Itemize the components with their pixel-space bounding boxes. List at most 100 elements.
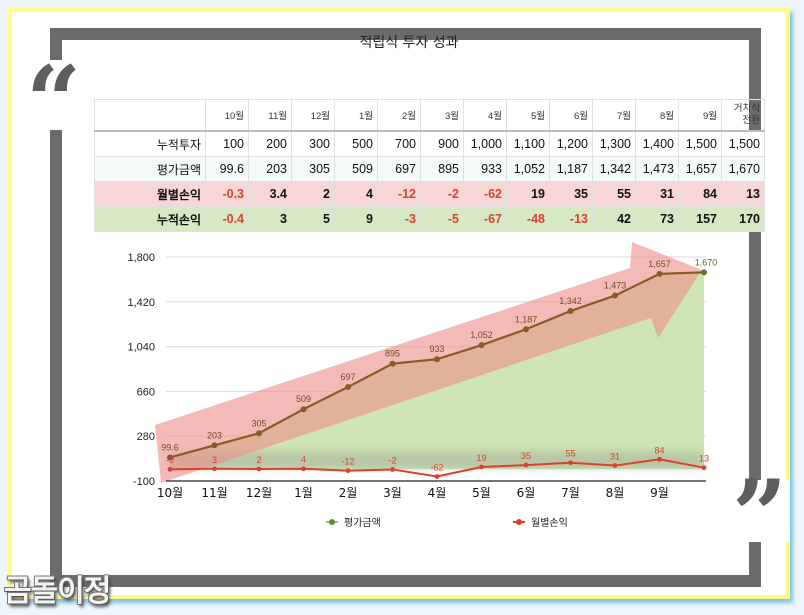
monthly-point <box>523 462 529 468</box>
eval-value-label: 1,052 <box>470 330 493 340</box>
table-cell: 1,052 <box>506 156 550 182</box>
eval-point <box>567 307 574 314</box>
col-header: 8월 <box>635 99 679 132</box>
table-cell: 1,000 <box>463 130 507 157</box>
x-tick-label: 6월 <box>517 486 536 500</box>
table-cell: 895 <box>420 156 464 182</box>
eval-point <box>478 342 485 349</box>
table-cell: 42 <box>592 206 636 232</box>
row-label: 월별손익 <box>94 181 206 207</box>
x-tick-label: 8월 <box>606 486 625 500</box>
eval-value-label: 1,657 <box>648 259 671 269</box>
table-cell: 900 <box>420 130 464 157</box>
monthly-point <box>301 466 306 472</box>
monthly-point <box>657 456 662 462</box>
monthly-value-label: -2 <box>388 455 396 465</box>
table-row-cumulative-investment: 누적투자 100 200 300 500 700 900 1,000 1,100… <box>94 130 765 157</box>
col-header: 12월 <box>291 99 335 132</box>
eval-point <box>211 442 218 449</box>
monthly-value-label: 35 <box>521 451 531 461</box>
table-cell: 73 <box>635 206 679 232</box>
table-cell: -48 <box>506 206 550 232</box>
monthly-point <box>345 468 351 474</box>
eval-point <box>345 384 351 391</box>
y-tick-label: 280 <box>137 431 155 443</box>
table-cell: -5 <box>420 206 464 232</box>
y-tick-label: 1,040 <box>127 342 155 354</box>
legend-monthly-marker-icon <box>513 518 525 525</box>
monthly-point <box>212 466 217 472</box>
x-tick-label: 2월 <box>339 486 358 500</box>
table-cell: 35 <box>549 181 593 207</box>
eval-point <box>256 430 262 437</box>
table-header-row: 10월 11월 12월 1월 2월 3월 4월 5월 6월 7월 8월 9월 거… <box>94 99 765 132</box>
eval-data-labels: 99.6 203 305 509 697 895 933 1,052 1,187 1,342 1,4… <box>161 257 717 452</box>
x-axis-labels: 10월 11월 12월 1월 2월 3월 4월 5월 6월 7월 8월 9월 <box>157 486 669 500</box>
x-tick-label: 1월 <box>294 486 313 500</box>
table-cell: 300 <box>291 130 335 157</box>
table-cell: -62 <box>463 181 507 207</box>
table-cell: -67 <box>463 206 507 232</box>
eval-value-label: 99.6 <box>161 442 179 452</box>
eval-value-label: 1,670 <box>695 257 718 267</box>
monthly-point <box>434 474 440 479</box>
eval-point <box>300 406 307 413</box>
y-tick-label: 660 <box>137 386 155 398</box>
legend-item-monthly: 월별손익 <box>513 514 568 529</box>
watermark: 곰돌이정 <box>4 574 111 609</box>
eval-value-label: 895 <box>385 349 400 359</box>
y-tick-label: 1,800 <box>127 252 155 264</box>
monthly-value-label: 2 <box>256 455 261 465</box>
table-cell: 5 <box>291 206 335 232</box>
table-cell: 157 <box>678 206 722 232</box>
monthly-point <box>479 464 484 470</box>
x-tick-label: 4월 <box>428 486 447 500</box>
x-tick-label: 11월 <box>201 486 227 500</box>
eval-value-label: 305 <box>251 418 266 428</box>
monthly-value-label: 31 <box>610 452 620 462</box>
monthly-value-label: 55 <box>565 449 575 459</box>
x-tick-label: 10월 <box>157 486 183 500</box>
trend-arrow-icon <box>155 242 702 483</box>
col-header: 7월 <box>592 99 636 132</box>
x-tick-label: 12월 <box>246 486 272 500</box>
legend-item-eval: 평가금액 <box>326 514 381 529</box>
monthly-value-label: 19 <box>476 453 486 463</box>
table-cell: 99.6 <box>205 156 249 182</box>
monthly-point <box>568 460 573 466</box>
monthly-point <box>701 465 707 471</box>
col-header: 11월 <box>248 99 292 132</box>
table-cell: 1,670 <box>721 156 765 182</box>
x-tick-label: 7월 <box>561 486 580 500</box>
table-row-cumulative-pnl: 누적손익 -0.4 3 5 9 -3 -5 -67 -48 -13 42 73 … <box>94 206 765 232</box>
eval-value-label: 697 <box>340 372 355 382</box>
col-header-line: 거치식 <box>733 103 760 114</box>
monthly-value-label: -62 <box>430 463 443 473</box>
monthly-value-label: 4 <box>301 455 306 465</box>
x-tick-label: 9월 <box>650 486 669 500</box>
eval-value-label: 509 <box>296 394 311 404</box>
col-header-line: 전환 <box>742 115 760 126</box>
table-cell: -0.3 <box>205 181 249 207</box>
legend-label: 월별손익 <box>531 518 568 529</box>
corner-cell <box>94 99 206 132</box>
performance-table: 10월 11월 12월 1월 2월 3월 4월 5월 6월 7월 8월 9월 거… <box>94 99 765 232</box>
eval-value-label: 1,187 <box>515 314 538 324</box>
y-tick-label: 1,420 <box>127 297 155 309</box>
col-header-conversion: 거치식 전환 <box>721 99 765 132</box>
eval-markers <box>167 269 707 461</box>
table-cell: -2 <box>420 181 464 207</box>
eval-value-label: 203 <box>207 430 222 440</box>
eval-point <box>523 326 529 333</box>
eval-value-label: 1,342 <box>559 296 582 306</box>
table-cell: 933 <box>463 156 507 182</box>
eval-point <box>434 356 440 363</box>
y-tick-label: -100 <box>133 476 155 488</box>
row-label: 평가금액 <box>94 156 206 182</box>
row-label: 누적손익 <box>94 206 206 232</box>
eval-value-label: 1,473 <box>604 281 627 291</box>
x-tick-label: 5월 <box>472 486 491 500</box>
table-cell: 1,657 <box>678 156 722 182</box>
table-cell: 100 <box>205 130 249 157</box>
